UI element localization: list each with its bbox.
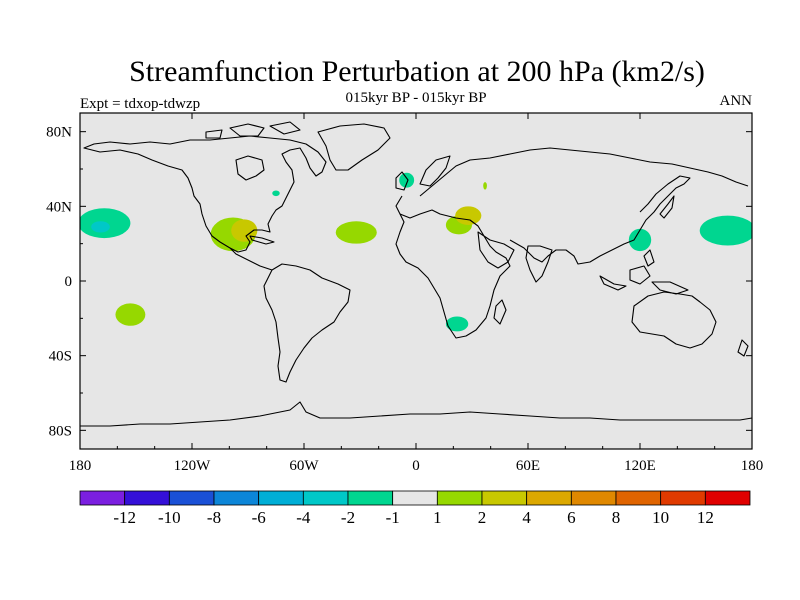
chart-subtitle-right: ANN <box>720 93 753 109</box>
x-tick-label: 180 <box>69 458 92 474</box>
colorbar-label: -4 <box>296 508 311 527</box>
colorbar-label: 2 <box>478 508 487 527</box>
y-tick-label: 80S <box>49 423 72 439</box>
coast-eurasia-africa <box>395 195 511 339</box>
anomaly-region <box>272 190 280 197</box>
colorbar-label: -1 <box>386 508 400 527</box>
colorbar-label: 4 <box>522 508 531 527</box>
coast-antarctica <box>80 401 752 427</box>
coast-asia-north <box>419 147 749 197</box>
colorbar-swatch <box>213 490 260 506</box>
coast-uk <box>395 171 409 191</box>
colorbar-swatch <box>79 490 126 506</box>
anomaly-region <box>628 228 652 252</box>
anomaly-region <box>335 221 377 244</box>
x-axis: 180 120W 60W 0 60E 120E 180 <box>69 113 764 474</box>
coast-australia <box>631 291 717 349</box>
colorbar-label: 6 <box>567 508 576 527</box>
y-tick-label: 0 <box>65 274 73 290</box>
x-tick-label: 60E <box>516 458 540 474</box>
colorbar-swatch <box>436 490 483 506</box>
chart-subtitle-left: Expt = tdxop-tdwzp <box>80 96 200 112</box>
colorbar-swatch <box>258 490 304 506</box>
anomaly-layer <box>80 172 752 332</box>
coast-new-zealand <box>737 339 749 357</box>
x-tick-label: 60W <box>289 458 319 474</box>
anomaly-region <box>91 221 110 233</box>
anomaly-region <box>445 316 469 332</box>
colorbar-label: -10 <box>158 508 181 527</box>
anomaly-region <box>455 206 482 226</box>
colorbar-swatch <box>302 490 349 506</box>
colorbar-swatch <box>347 490 394 506</box>
map-background <box>80 113 752 449</box>
colorbar-swatch <box>392 490 438 506</box>
coast-japan <box>659 195 675 219</box>
colorbar-label: 8 <box>612 508 621 527</box>
colorbar-swatch <box>526 490 572 506</box>
colorbar-label: -6 <box>252 508 266 527</box>
chart-subtitle-center: 015kyr BP - 015kyr BP <box>345 90 486 106</box>
coast-south-america <box>263 263 351 383</box>
colorbar-swatch <box>481 490 528 506</box>
anomaly-region <box>483 182 487 190</box>
colorbar-label: 10 <box>652 508 669 527</box>
anomaly-region <box>115 303 146 326</box>
y-axis: 80N 40N 0 40S 80S <box>46 125 752 439</box>
x-tick-label: 0 <box>412 458 420 474</box>
colorbar-label: -2 <box>341 508 355 527</box>
coast-arabia <box>477 231 515 269</box>
colorbar-label: -12 <box>113 508 136 527</box>
coast-cuba <box>249 235 275 245</box>
coast-india <box>525 245 553 283</box>
colorbar-swatch <box>615 490 662 506</box>
coast-hudson-bay <box>235 155 265 181</box>
coast-greenland <box>317 123 391 171</box>
colorbar-swatch <box>168 490 215 506</box>
coast-maritime-continent <box>599 249 689 295</box>
colorbar-swatch <box>124 490 170 506</box>
x-tick-label: 120E <box>624 458 656 474</box>
colorbar-swatch <box>660 490 706 506</box>
colorbar-label: 1 <box>433 508 442 527</box>
y-tick-label: 80N <box>46 125 72 141</box>
colorbar-swatch <box>570 490 617 506</box>
chart-title: Streamfunction Perturbation at 200 hPa (… <box>129 55 705 88</box>
y-tick-label: 40S <box>49 349 72 365</box>
anomaly-region <box>399 172 415 188</box>
colorbar-label: -8 <box>207 508 221 527</box>
x-tick-label: 180 <box>741 458 764 474</box>
colorbar-label: 12 <box>697 508 714 527</box>
colorbar: -12 -10 -8 -6 -4 -2 -1 1 2 4 6 8 10 12 <box>79 490 751 527</box>
colorbar-swatch <box>704 490 751 506</box>
coast-madagascar <box>493 299 507 325</box>
y-tick-label: 40N <box>46 199 72 215</box>
anomaly-region <box>699 215 752 246</box>
x-tick-label: 120W <box>174 458 212 474</box>
coast-scandinavia <box>419 155 451 187</box>
coast-arctic-islands <box>205 121 301 139</box>
coastlines <box>80 121 752 427</box>
coast-central-america <box>229 247 273 271</box>
